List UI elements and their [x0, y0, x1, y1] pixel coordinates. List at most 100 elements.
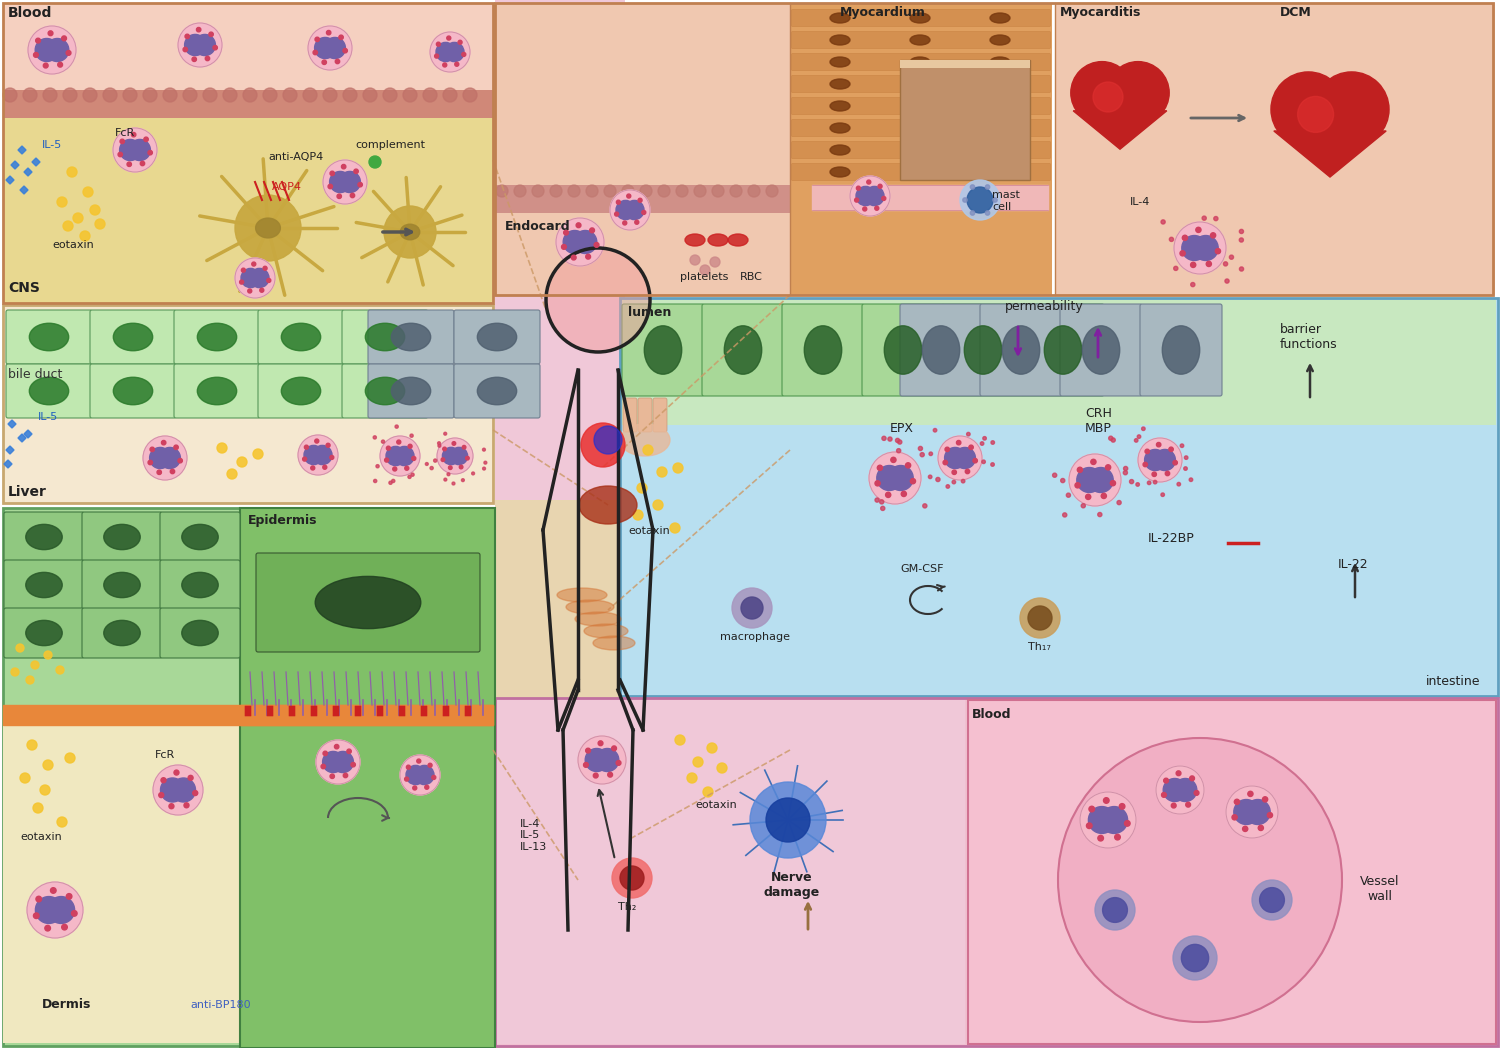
Circle shape [1168, 447, 1173, 452]
Circle shape [1076, 483, 1080, 488]
Polygon shape [24, 430, 32, 438]
Circle shape [430, 466, 433, 470]
Circle shape [962, 479, 964, 483]
Ellipse shape [26, 620, 62, 646]
Circle shape [160, 778, 184, 802]
Circle shape [1094, 82, 1124, 112]
Circle shape [321, 764, 326, 768]
Circle shape [380, 436, 420, 476]
Circle shape [184, 35, 206, 56]
Circle shape [1174, 779, 1197, 802]
Text: mast
cell: mast cell [992, 191, 1020, 212]
Circle shape [546, 248, 650, 352]
Circle shape [1152, 472, 1156, 477]
Circle shape [322, 60, 327, 65]
Circle shape [174, 445, 178, 450]
Circle shape [1098, 512, 1102, 517]
Circle shape [433, 459, 436, 462]
Circle shape [413, 786, 417, 790]
Circle shape [82, 187, 93, 197]
Text: Liver: Liver [8, 485, 46, 499]
Circle shape [1088, 467, 1113, 493]
Circle shape [576, 223, 580, 227]
FancyBboxPatch shape [90, 364, 176, 418]
Circle shape [252, 262, 257, 266]
Ellipse shape [990, 167, 1010, 177]
Circle shape [1176, 771, 1180, 776]
Circle shape [462, 52, 466, 57]
Ellipse shape [579, 486, 638, 524]
Circle shape [878, 184, 882, 189]
Circle shape [1028, 606, 1051, 630]
FancyBboxPatch shape [442, 705, 450, 716]
Circle shape [322, 751, 327, 756]
Circle shape [928, 475, 932, 479]
Circle shape [1104, 798, 1108, 803]
Circle shape [596, 748, 619, 771]
Text: Vessel
wall: Vessel wall [1360, 875, 1400, 903]
Circle shape [586, 185, 598, 197]
Circle shape [969, 445, 974, 450]
Circle shape [562, 231, 586, 254]
Ellipse shape [584, 624, 628, 638]
Circle shape [585, 748, 591, 754]
Circle shape [330, 172, 351, 193]
Circle shape [459, 465, 464, 468]
Circle shape [1190, 478, 1192, 481]
Circle shape [304, 445, 309, 450]
Circle shape [406, 765, 411, 769]
Circle shape [710, 257, 720, 267]
Ellipse shape [990, 123, 1010, 133]
Text: RBC: RBC [740, 272, 764, 282]
Circle shape [150, 447, 154, 452]
Circle shape [1173, 936, 1216, 980]
Text: EPX: EPX [890, 422, 914, 435]
FancyBboxPatch shape [244, 705, 252, 716]
Ellipse shape [366, 377, 405, 405]
Circle shape [1214, 217, 1218, 221]
Text: macrophage: macrophage [720, 632, 790, 642]
FancyBboxPatch shape [6, 364, 91, 418]
Circle shape [405, 778, 408, 781]
Ellipse shape [30, 377, 69, 405]
Circle shape [706, 743, 717, 754]
Circle shape [144, 137, 148, 141]
Polygon shape [1072, 111, 1167, 149]
Circle shape [638, 483, 646, 493]
Ellipse shape [645, 326, 681, 374]
Ellipse shape [910, 167, 930, 177]
Circle shape [1060, 479, 1065, 483]
Circle shape [1185, 803, 1191, 807]
Circle shape [236, 195, 302, 261]
Ellipse shape [885, 326, 921, 374]
Circle shape [891, 457, 896, 462]
Polygon shape [4, 460, 12, 468]
Circle shape [1234, 800, 1239, 805]
Circle shape [1108, 436, 1113, 440]
Circle shape [992, 463, 994, 466]
Circle shape [224, 88, 237, 102]
Text: intestine: intestine [1425, 675, 1480, 687]
Circle shape [1142, 427, 1144, 431]
FancyBboxPatch shape [3, 3, 494, 93]
Circle shape [132, 132, 136, 137]
Circle shape [1134, 439, 1138, 442]
Circle shape [36, 896, 42, 902]
Circle shape [1125, 821, 1130, 826]
Circle shape [40, 785, 50, 795]
Circle shape [986, 211, 990, 215]
Circle shape [90, 205, 101, 215]
Ellipse shape [990, 101, 1010, 111]
Circle shape [1210, 233, 1215, 238]
Circle shape [986, 184, 990, 190]
Circle shape [496, 185, 508, 197]
Ellipse shape [1162, 326, 1200, 374]
Circle shape [32, 661, 39, 669]
FancyBboxPatch shape [968, 700, 1496, 1044]
Circle shape [1066, 494, 1071, 497]
Circle shape [615, 212, 618, 216]
Polygon shape [812, 185, 1048, 210]
Circle shape [1166, 472, 1170, 476]
Text: IL-4: IL-4 [1130, 197, 1150, 208]
Circle shape [33, 52, 39, 58]
